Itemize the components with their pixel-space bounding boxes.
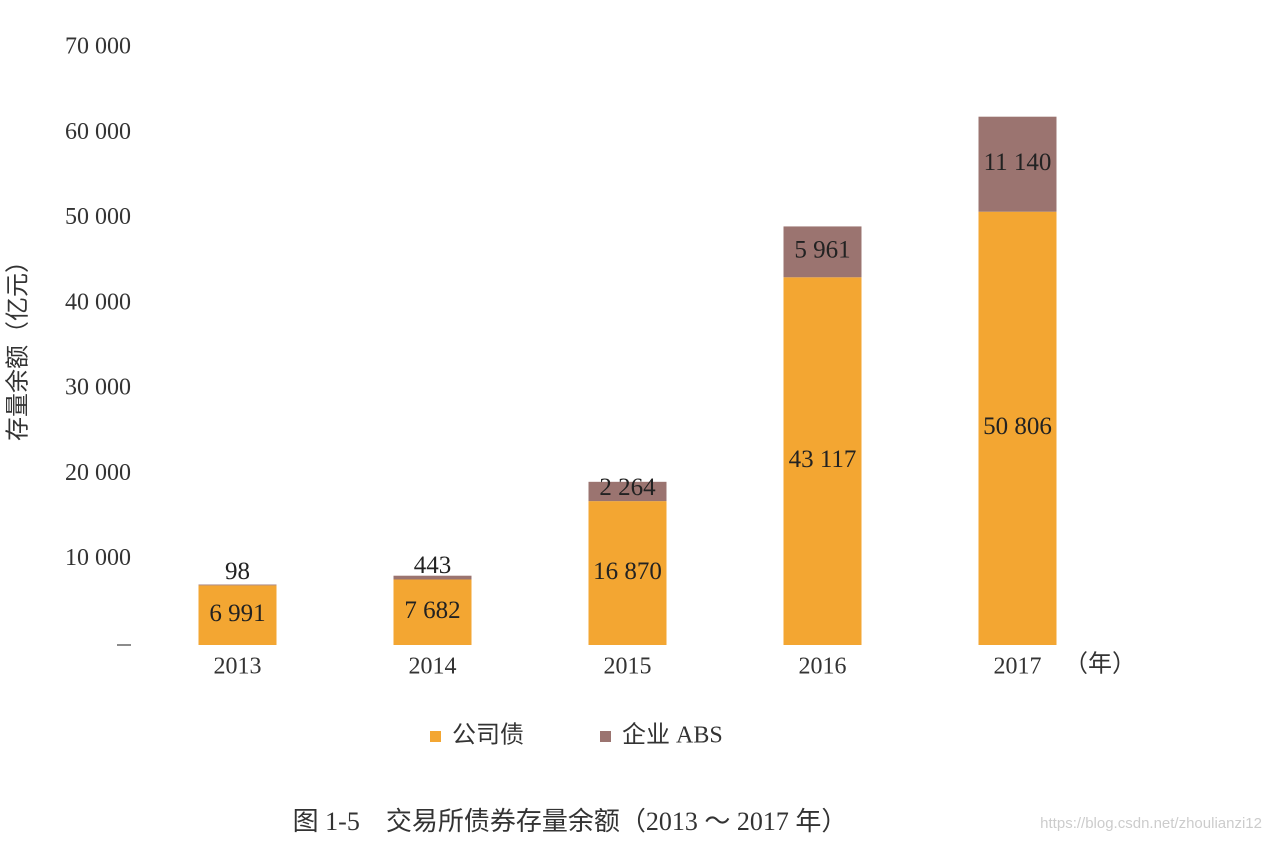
x-tick-label: 2017 (994, 654, 1042, 680)
legend-swatch (600, 731, 611, 742)
bar-segment (588, 481, 667, 502)
bar-segment (198, 585, 277, 645)
bar-segment (393, 575, 472, 580)
bar-segment (783, 277, 862, 645)
legend-label: 企业 ABS (622, 722, 723, 749)
data-label: 7 682 (404, 597, 460, 624)
legend-swatch (430, 731, 441, 742)
x-unit: （年） (1064, 651, 1136, 678)
y-tick-label: 40 000 (65, 289, 131, 315)
bar-segment (978, 211, 1057, 646)
bar-segment (198, 584, 277, 586)
data-label: 2 264 (599, 474, 656, 501)
y-axis-label: 存量余额（亿元） (5, 249, 32, 441)
caption: 图 1-5 交易所债券存量余额（2013 ～ 2017 年） (293, 807, 848, 836)
data-label: 98 (225, 558, 250, 585)
data-label: 6 991 (209, 600, 265, 627)
data-label: 50 806 (983, 413, 1052, 440)
bar-segment (588, 501, 667, 645)
y-tick-label: 50 000 (65, 204, 131, 230)
data-label: 443 (414, 552, 452, 579)
data-label: 11 140 (984, 149, 1052, 176)
bar-segment (978, 116, 1057, 212)
legend-label: 公司债 (452, 722, 524, 749)
watermark: https://blog.csdn.net/zhoulianzi12 (1040, 815, 1262, 832)
data-label: 16 870 (593, 558, 662, 585)
y-tick-label: 60 000 (65, 119, 131, 145)
y-tick-label: 10 000 (65, 545, 131, 571)
bar-segment (393, 579, 472, 645)
x-tick-label: 2014 (409, 654, 457, 680)
y-tick-label: 30 000 (65, 375, 131, 401)
bar-segment (783, 226, 862, 278)
y-tick-label: 20 000 (65, 460, 131, 486)
x-tick-label: 2016 (799, 654, 847, 680)
y-tick-label: 70 000 (65, 34, 131, 60)
x-tick-label: 2013 (214, 654, 262, 680)
data-label: 43 117 (789, 446, 857, 473)
data-label: 5 961 (794, 237, 850, 264)
x-tick-label: 2015 (604, 654, 652, 680)
